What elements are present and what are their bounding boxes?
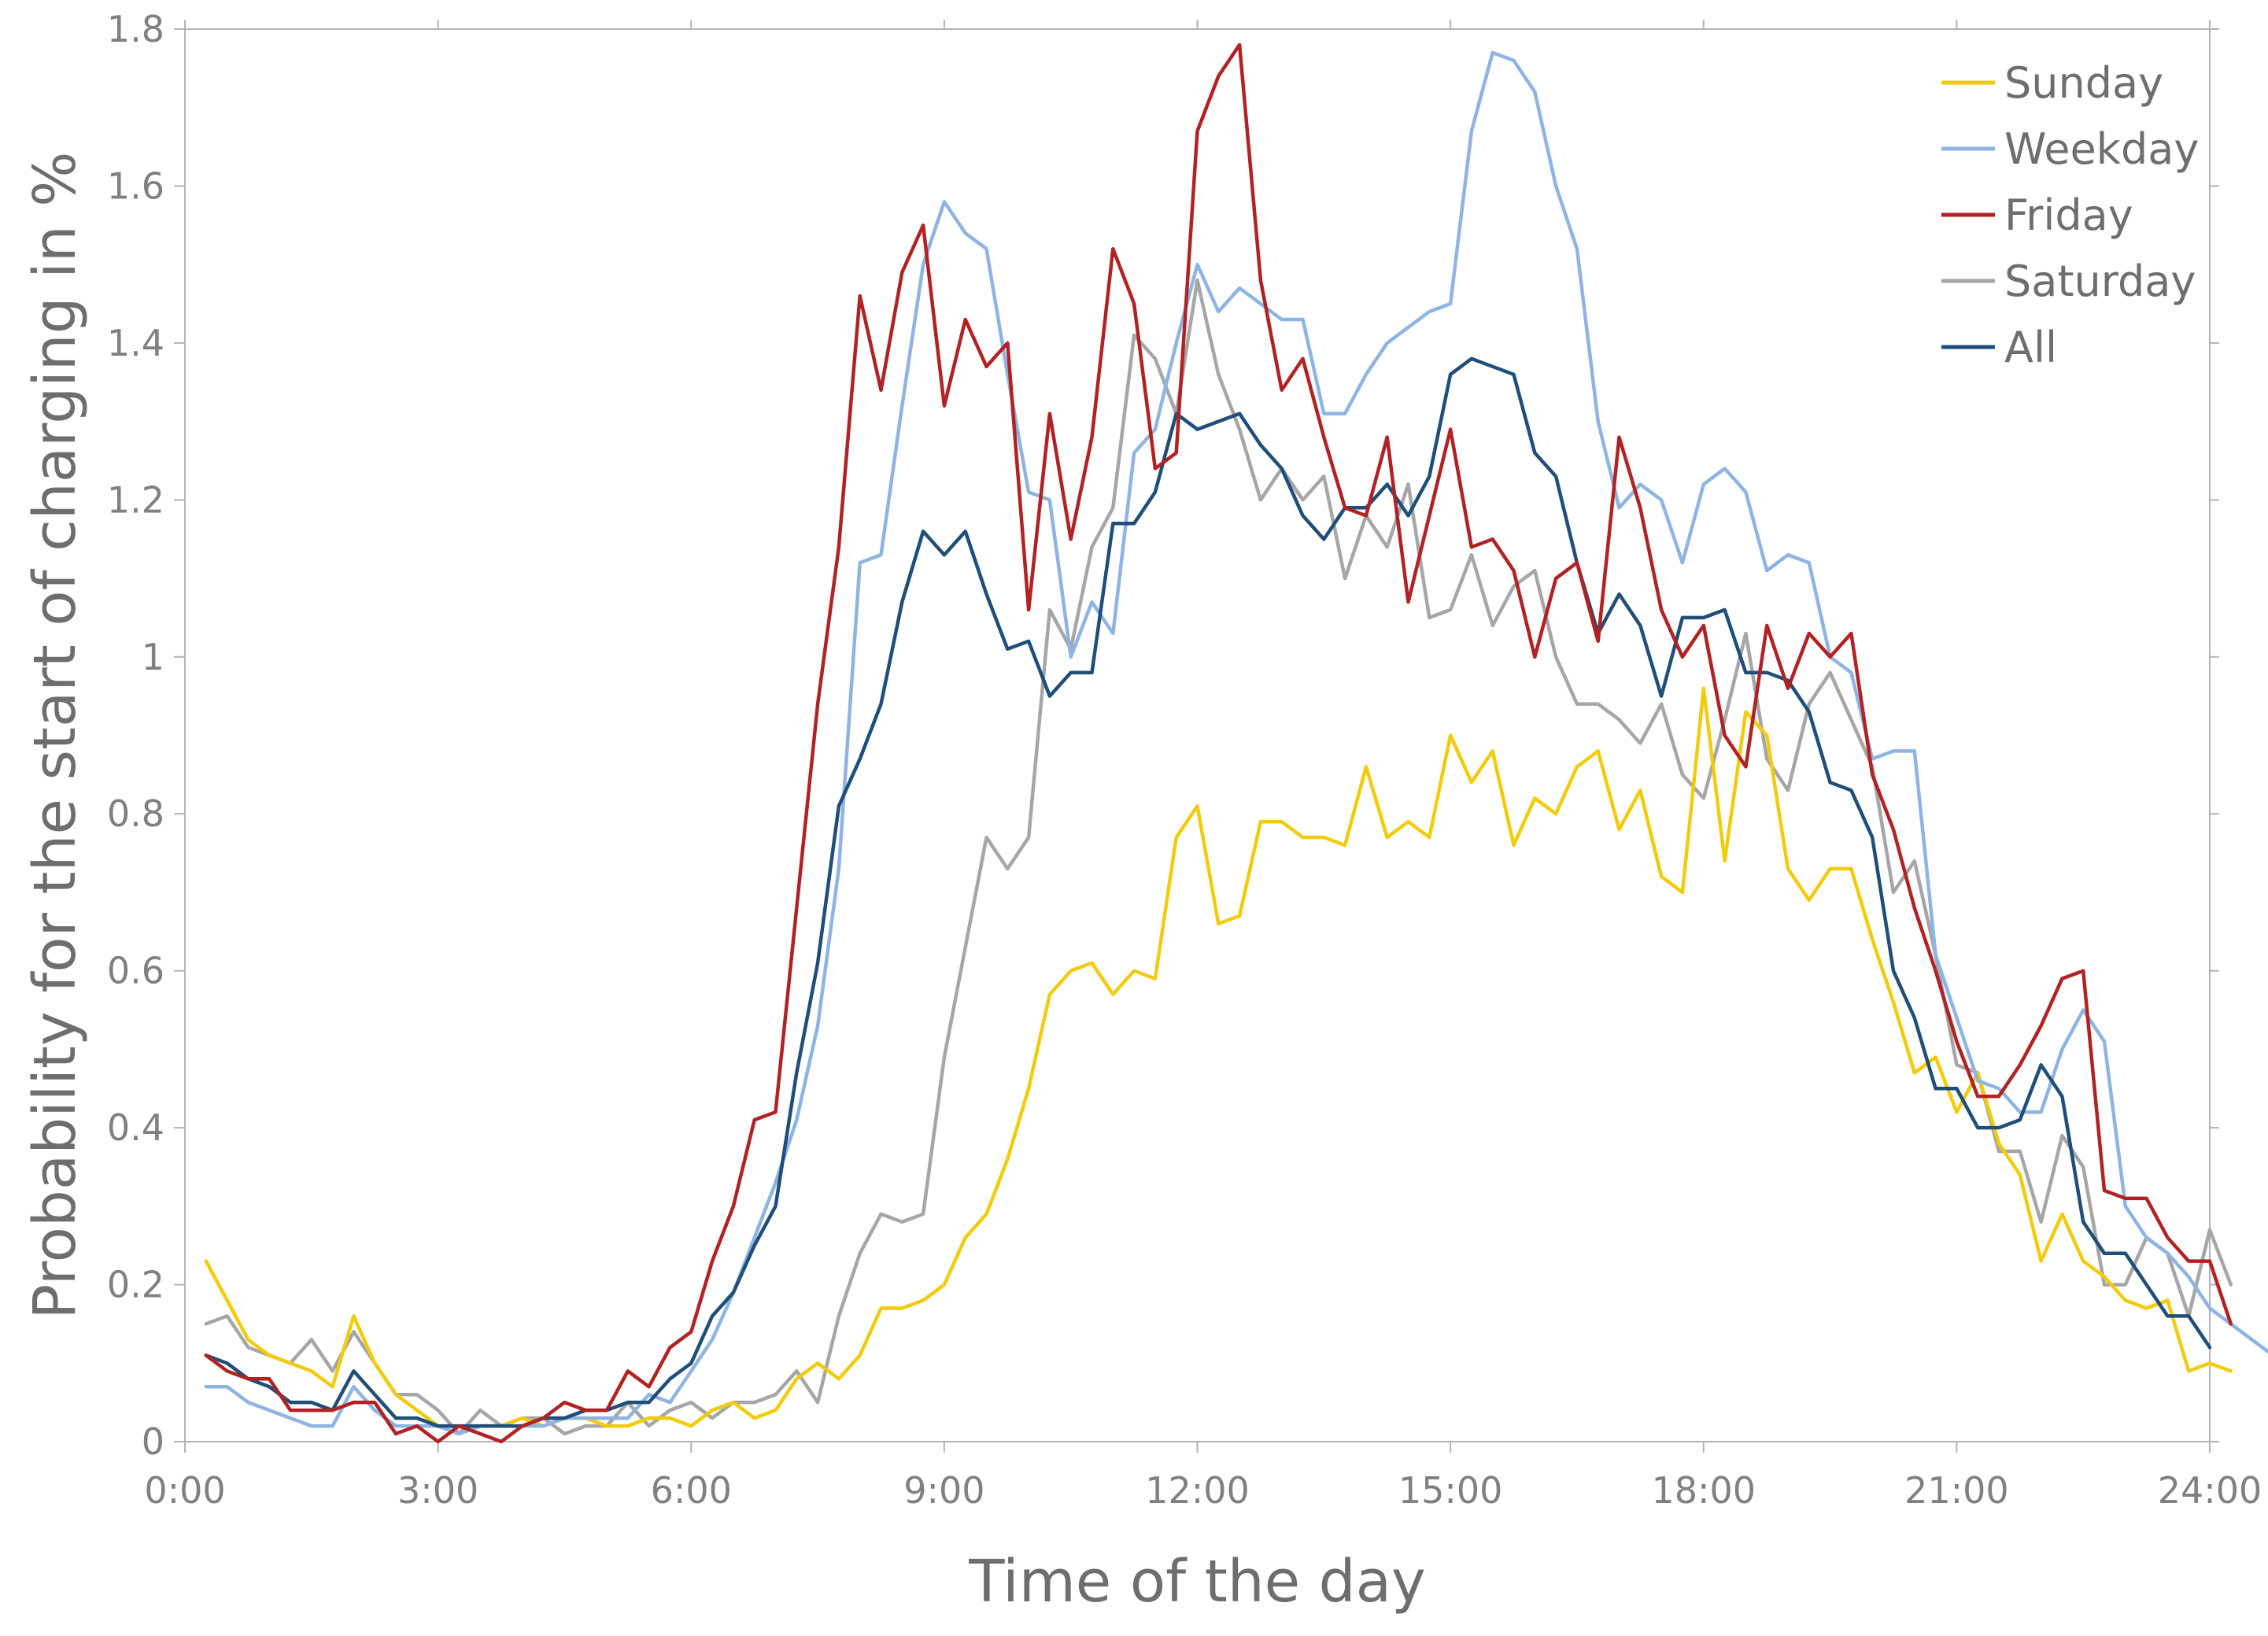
y-tick-label: 0.4 — [107, 1106, 164, 1149]
x-tick-label: 3:00 — [397, 1469, 478, 1512]
x-tick-label: 15:00 — [1398, 1469, 1503, 1512]
y-tick-label: 0 — [142, 1420, 164, 1463]
y-tick-label: 1.8 — [107, 8, 164, 50]
x-tick-label: 6:00 — [651, 1469, 732, 1512]
legend: Sunday Weekday Friday Saturday All — [1941, 58, 2199, 372]
legend-label-weekday: Weekday — [2004, 124, 2199, 174]
x-tick-label: 18:00 — [1651, 1469, 1756, 1512]
x-tick-label: 21:00 — [1904, 1469, 2009, 1512]
legend-label-all: All — [2004, 323, 2057, 372]
y-tick-label: 0.6 — [107, 950, 164, 992]
x-tick-label: 0:00 — [144, 1469, 225, 1512]
y-tick-label: 1.6 — [107, 164, 164, 207]
x-tick-label: 24:00 — [2158, 1469, 2262, 1512]
x-tick-label: 9:00 — [903, 1469, 984, 1512]
axes: 0:00 3:00 6:00 9:00 12:00 15:00 18:00 21:00 24:0… — [107, 8, 2262, 1512]
y-tick-label: 1.2 — [107, 478, 164, 521]
legend-label-sunday: Sunday — [2004, 58, 2163, 108]
x-tick-label: 12:00 — [1145, 1469, 1250, 1512]
series-line-weekday — [204, 50, 2268, 1436]
y-tick-label: 1 — [142, 636, 164, 678]
y-tick-label: 1.4 — [107, 322, 164, 364]
y-axis-title: Probability for the start of charging in… — [21, 152, 89, 1320]
legend-label-friday: Friday — [2004, 190, 2133, 240]
legend-label-saturday: Saturday — [2004, 257, 2196, 306]
series-line-friday — [204, 42, 2233, 1444]
series-lines — [204, 42, 2268, 1444]
y-tick-label: 0.8 — [107, 792, 164, 835]
x-axis-title: Time of the day — [968, 1548, 1426, 1616]
y-tick-label: 0.2 — [107, 1264, 164, 1306]
